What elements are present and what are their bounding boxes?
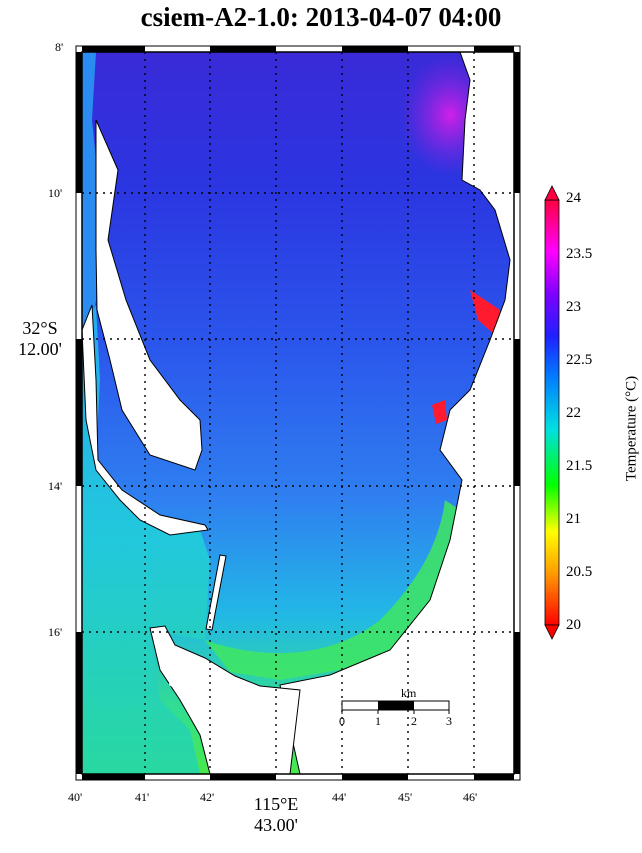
lon-label-42: 42': [200, 790, 215, 804]
lon-label-center: 115°E 43.00': [253, 794, 299, 835]
colorbar: [544, 185, 560, 640]
scale-bar: [341, 700, 450, 714]
cb-tick-21: 21: [566, 511, 581, 527]
scale-unit: km: [401, 686, 417, 700]
land-island: [95, 119, 203, 471]
scale-tick-3: 3: [446, 714, 452, 728]
cb-tick-23: 23: [566, 299, 581, 315]
hotspot-east-2: [432, 400, 447, 424]
lon-label-40: 40': [68, 790, 83, 804]
cb-tick-24: 24: [566, 190, 581, 206]
lat-label-10: 10': [48, 186, 63, 200]
lon-label-41: 41': [135, 790, 150, 804]
lat-label-14: 14': [48, 479, 63, 493]
cb-tick-21-5: 21.5: [566, 458, 593, 474]
cb-tick-20: 20: [566, 617, 581, 633]
lat-label-8: 8': [55, 40, 64, 54]
land-south: [149, 625, 301, 774]
cb-tick-22: 22: [566, 405, 581, 421]
cb-tick-22-5: 22.5: [566, 352, 593, 368]
lon-label-45: 45': [398, 790, 413, 804]
cb-tick-23-5: 23.5: [566, 246, 593, 262]
map-title: csiem-A2-1.0: 2013-04-07 04:00: [140, 2, 502, 32]
western-ocean: [82, 305, 210, 774]
cb-tick-20-5: 20.5: [566, 564, 593, 580]
hotspot-east: [470, 290, 500, 335]
graticule: [82, 52, 514, 774]
colorbar-title: Temperature (°C): [623, 375, 640, 482]
causeway: [205, 554, 227, 631]
lon-label-44: 44': [332, 790, 347, 804]
scale-tick-0: 0: [339, 714, 345, 728]
lon-label-46: 46': [463, 790, 478, 804]
lat-label-16: 16': [48, 625, 63, 639]
lat-label-center: 32°S 12.00': [18, 318, 62, 359]
scale-tick-1: 1: [375, 714, 381, 728]
frame-checker: [76, 46, 520, 780]
scale-tick-2: 2: [411, 714, 417, 728]
